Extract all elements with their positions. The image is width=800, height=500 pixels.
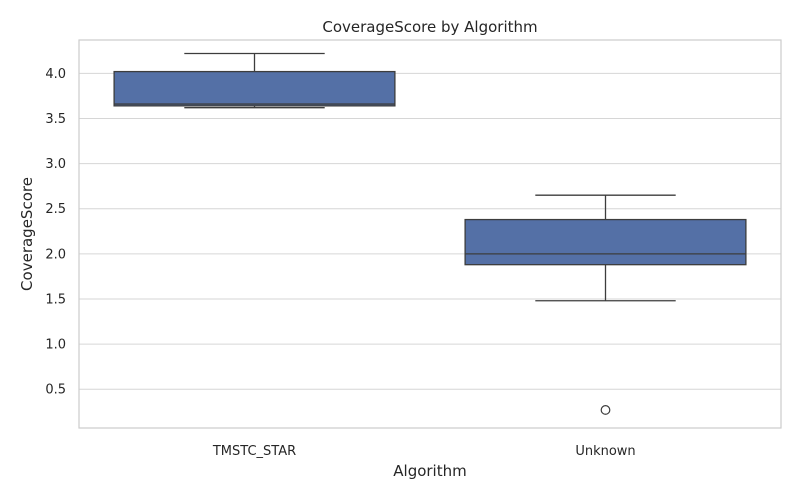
boxes-layer: [113, 52, 747, 415]
y-tick-label: 1.0: [45, 338, 66, 353]
y-tick-label: 2.0: [45, 247, 66, 262]
outlier-point: [600, 405, 611, 415]
box-group: [464, 194, 747, 415]
grid-lines: [79, 72, 781, 390]
box: [464, 218, 747, 266]
y-tick-label: 3.5: [45, 112, 66, 127]
x-tick-label: Unknown: [575, 444, 635, 459]
y-tick-label: 1.5: [45, 292, 66, 307]
plot-frame: [78, 39, 782, 429]
box-group: [113, 52, 396, 109]
y-axis-label: CoverageScore: [18, 177, 36, 291]
y-tick-label: 4.0: [45, 67, 66, 82]
x-axis-ticks: TMSTC_STAR Unknown: [212, 444, 636, 459]
x-axis-label: Algorithm: [393, 462, 466, 480]
chart-title: CoverageScore by Algorithm: [322, 18, 537, 36]
y-tick-label: 0.5: [45, 383, 66, 398]
x-tick-label: TMSTC_STAR: [212, 444, 296, 459]
y-tick-label: 3.0: [45, 157, 66, 172]
y-axis-ticks: 0.5 1.0 1.5 2.0 2.5 3.0 3.5 4.0: [45, 67, 66, 398]
box: [113, 70, 396, 107]
y-tick-label: 2.5: [45, 202, 66, 217]
